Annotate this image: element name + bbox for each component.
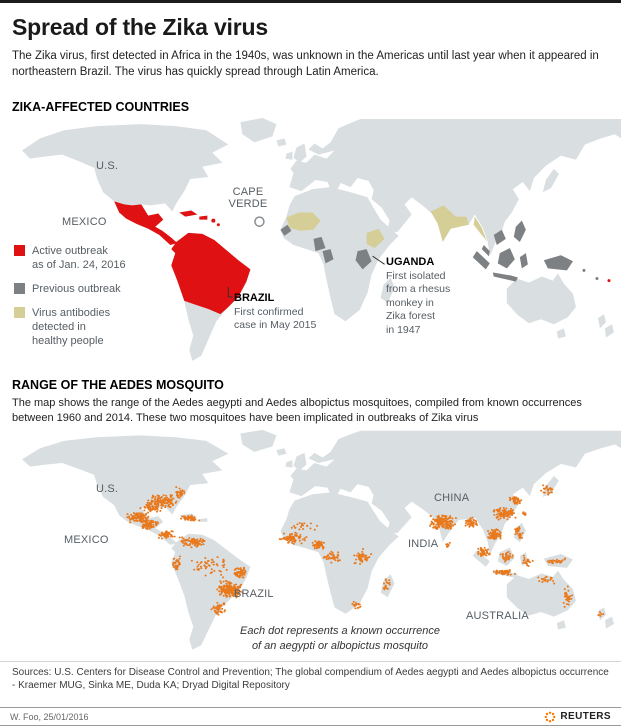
legend-item-antibodies: Virus antibodies detected in healthy peo… [14, 306, 126, 348]
legend-swatch-antibodies-icon [14, 307, 25, 319]
mosquito-occurrence-dots [126, 484, 605, 617]
page-title: Spread of the Zika virus [12, 14, 268, 40]
mosquito-description: The map shows the range of the Aedes aeg… [12, 397, 582, 424]
section-heading-mosquito: RANGE OF THE AEDES MOSQUITO [12, 378, 224, 393]
mosquito-range-map: U.S. MEXICO BRAZIL CHINA INDIA AUSTRALIA… [0, 428, 621, 658]
map1-label-us: U.S. [96, 160, 119, 173]
reuters-wordmark: REUTERS [560, 711, 611, 722]
world-map-base-2 [22, 429, 621, 650]
legend-swatch-active-icon [14, 245, 25, 257]
legend-label-active: Active outbreak as of Jan. 24, 2016 [32, 245, 126, 272]
dot-explanation-note: Each dot represents a known occurrence o… [240, 625, 440, 653]
region-active-outbreak [114, 201, 611, 315]
uganda-connector-line [372, 255, 385, 265]
region-previous-outbreak [280, 220, 599, 282]
map2-label-us: U.S. [96, 483, 119, 496]
reuters-sunburst-icon [545, 711, 556, 722]
brazil-annotation: BRAZIL First confirmed case in May 2015 [234, 292, 316, 333]
map2-label-china: CHINA [434, 492, 470, 505]
legend-label-antibodies: Virus antibodies detected in healthy peo… [32, 307, 111, 348]
section-heading-affected: ZIKA-AFFECTED COUNTRIES [12, 100, 190, 115]
uganda-annotation-note: First isolated from a rhesus monkey in Z… [386, 270, 451, 336]
brazil-annotation-title: BRAZIL [234, 292, 275, 305]
legend-item-previous: Previous outbreak [14, 282, 126, 296]
legend-label-previous: Previous outbreak [32, 283, 121, 296]
region-virus-antibodies [286, 205, 487, 249]
legend-item-active: Active outbreak as of Jan. 24, 2016 [14, 244, 126, 272]
zika-affected-map-svg [22, 118, 621, 361]
map2-label-australia: AUSTRALIA [466, 610, 529, 623]
legend-swatch-previous-icon [14, 283, 25, 295]
uganda-annotation: UGANDA First isolated from a rhesus monk… [386, 256, 450, 337]
map2-label-india: INDIA [408, 538, 439, 551]
map1-label-cape-verde: CAPE VERDE [228, 186, 268, 211]
cape-verde-marker [254, 216, 265, 228]
brazil-connector-line [227, 286, 233, 298]
map2-label-brazil: BRAZIL [234, 588, 274, 601]
footer-bar: W. Foo, 25/01/2016 REUTERS [0, 707, 621, 726]
zika-affected-map: Active outbreak as of Jan. 24, 2016 Prev… [0, 116, 621, 370]
map1-label-mexico: MEXICO [62, 216, 107, 229]
mosquito-range-map-svg [22, 429, 621, 650]
brazil-annotation-note: First confirmed case in May 2015 [234, 306, 317, 332]
sources-text: Sources: U.S. Centers for Disease Contro… [0, 661, 621, 692]
intro-text: The Zika virus, first detected in Africa… [12, 50, 599, 78]
map2-label-mexico: MEXICO [64, 534, 109, 547]
uganda-annotation-title: UGANDA [386, 256, 435, 269]
reuters-logo: REUTERS [544, 711, 611, 723]
credit-text: W. Foo, 25/01/2016 [10, 711, 89, 722]
map-legend: Active outbreak as of Jan. 24, 2016 Prev… [14, 244, 126, 348]
